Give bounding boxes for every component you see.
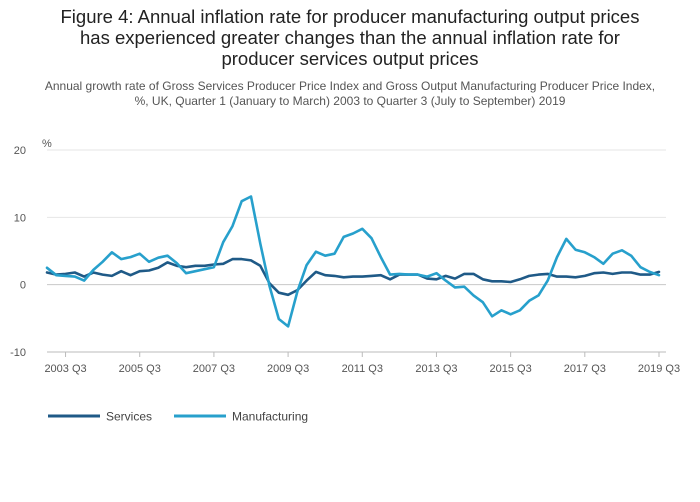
y-tick-label: 10 (14, 212, 26, 224)
y-axis-unit-label: % (42, 138, 52, 150)
legend: Services Manufacturing (48, 410, 308, 424)
series-lines (45, 195, 661, 328)
x-tick-label: 2017 Q3 (564, 363, 606, 375)
y-tick-label: 0 (20, 280, 26, 292)
legend-label-manufacturing: Manufacturing (232, 410, 308, 424)
x-tick-label: 2015 Q3 (490, 363, 532, 375)
subtitle-line-1: Annual growth rate of Gross Services Pro… (44, 79, 656, 93)
gridlines (47, 149, 666, 353)
x-tick-label: 2007 Q3 (193, 363, 235, 375)
title-line-2: has experienced greater changes than the… (80, 27, 620, 48)
x-tick-label: 2019 Q3 (638, 363, 680, 375)
x-tick-label: 2009 Q3 (267, 363, 309, 375)
chart-subtitle: Annual growth rate of Gross Services Pro… (0, 79, 700, 109)
y-tick-label: 20 (14, 145, 26, 157)
y-tick-label: -10 (10, 347, 26, 359)
subtitle-line-2: %, UK, Quarter 1 (January to March) 2003… (134, 94, 566, 108)
x-tick-label: 2005 Q3 (119, 363, 161, 375)
legend-label-services: Services (106, 410, 152, 424)
x-axis: 2003 Q3 2005 Q3 2007 Q3 2009 Q3 2011 Q3 2013 … (44, 351, 680, 375)
series-line-services (45, 257, 661, 297)
title-line-3: producer services output prices (221, 48, 479, 69)
x-tick-label: 2013 Q3 (415, 363, 457, 375)
x-tick-label: 2003 Q3 (44, 363, 86, 375)
x-tick-label: 2011 Q3 (342, 363, 383, 375)
chart-title: Figure 4: Annual inflation rate for prod… (0, 6, 700, 69)
y-axis: -10 0 10 20% (10, 138, 52, 359)
series-line-manufacturing (45, 195, 661, 328)
title-line-1: Figure 4: Annual inflation rate for prod… (60, 6, 640, 27)
